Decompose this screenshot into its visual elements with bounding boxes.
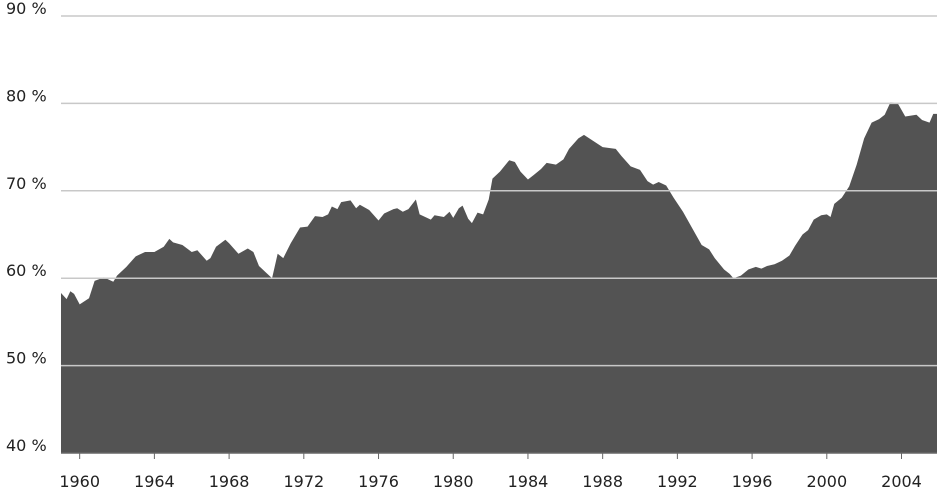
y-tick-label: 40 % bbox=[6, 436, 47, 455]
x-tick-label: 2000 bbox=[806, 472, 847, 491]
x-tick-label: 1984 bbox=[508, 472, 549, 491]
x-tick-label: 1968 bbox=[209, 472, 250, 491]
x-tick-label: 1996 bbox=[732, 472, 773, 491]
x-tick-label: 1964 bbox=[134, 472, 175, 491]
x-tick-label: 1976 bbox=[358, 472, 399, 491]
y-tick-label: 70 % bbox=[6, 174, 47, 193]
y-tick-label: 80 % bbox=[6, 86, 47, 105]
x-tick-label: 2004 bbox=[881, 472, 922, 491]
x-tick-label: 1992 bbox=[657, 472, 698, 491]
x-tick-label: 1960 bbox=[59, 472, 100, 491]
x-tick-label: 1988 bbox=[582, 472, 623, 491]
y-tick-label: 60 % bbox=[6, 261, 47, 280]
y-tick-label: 50 % bbox=[6, 349, 47, 368]
x-tick-label: 1980 bbox=[433, 472, 474, 491]
x-tick-label: 1972 bbox=[283, 472, 324, 491]
y-tick-label: 90 % bbox=[6, 0, 47, 18]
